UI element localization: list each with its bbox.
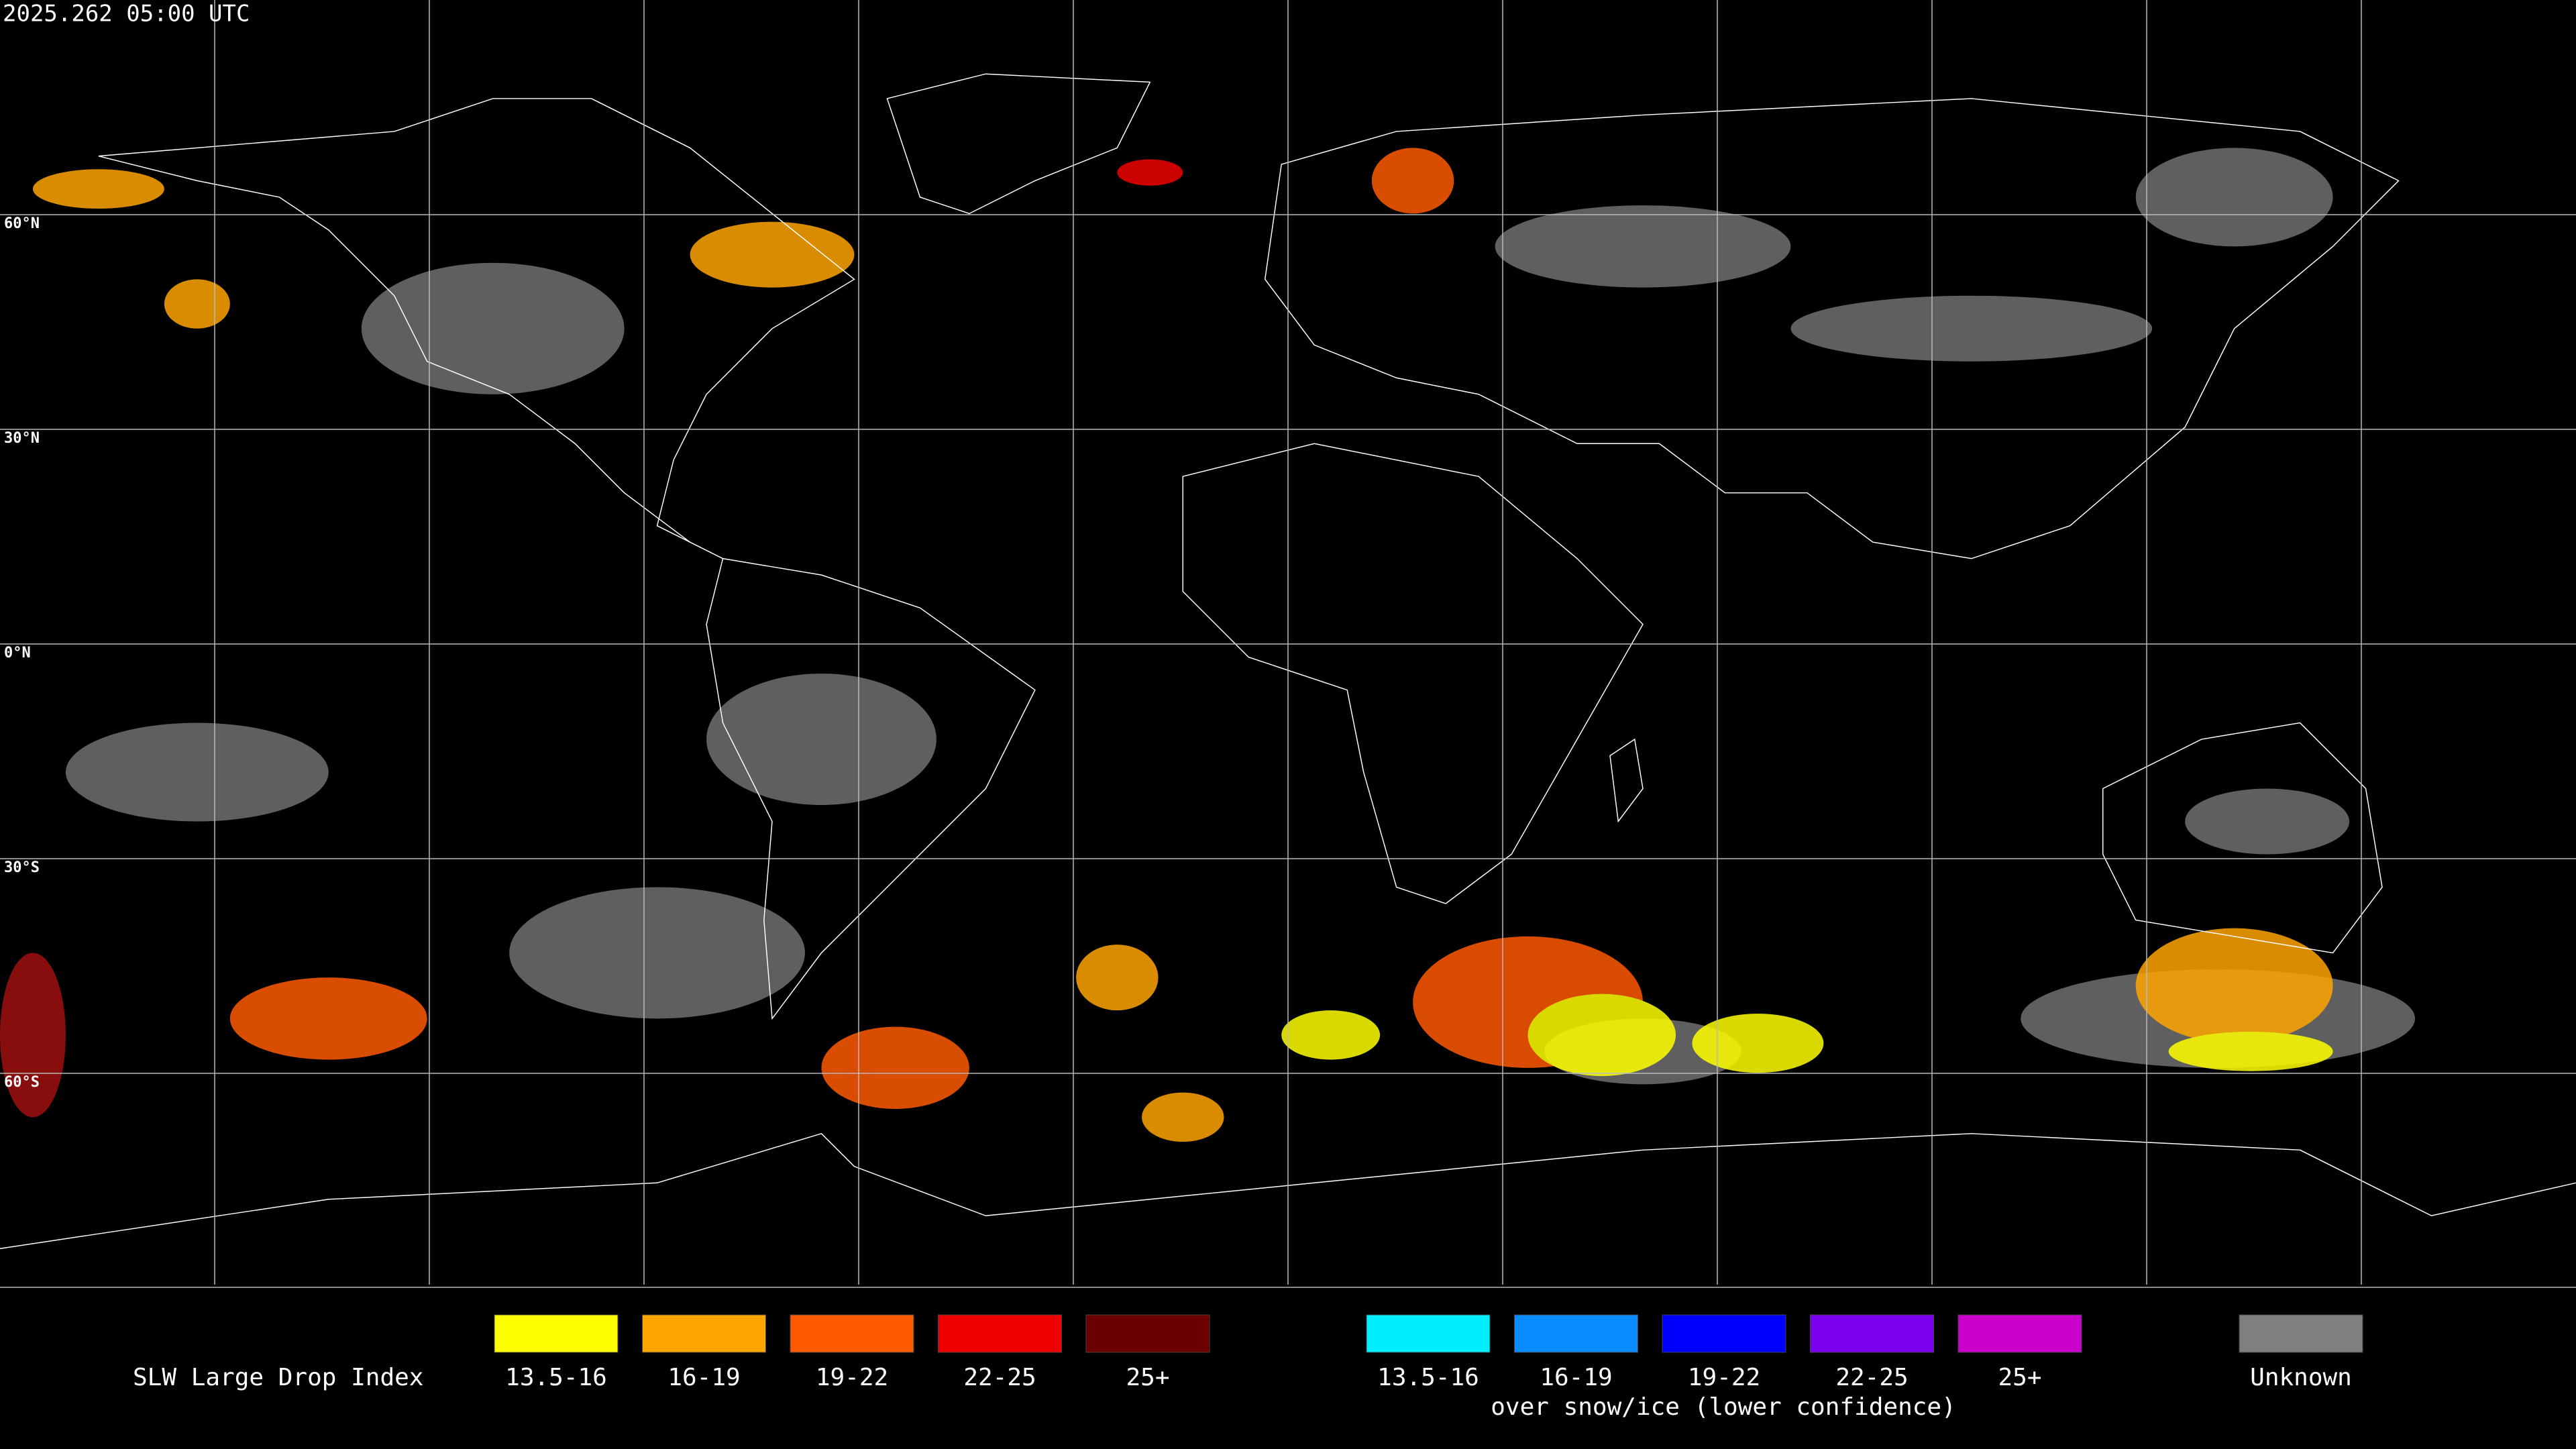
legend-label: Unknown — [2250, 1364, 2352, 1391]
latitude-label: 30°N — [4, 430, 40, 447]
latitude-label: 60°S — [4, 1074, 40, 1091]
timestamp: 2025.262 05:00 UTC — [3, 1, 250, 28]
cloud-patches — [0, 148, 2416, 1142]
legend-label: 22-25 — [963, 1364, 1036, 1391]
legend-swatch — [642, 1314, 766, 1353]
legend-label: 25+ — [1126, 1364, 1169, 1391]
legend-label: 25+ — [1998, 1364, 2041, 1391]
legend-swatch — [1514, 1314, 1638, 1353]
legend-label: 13.5-16 — [505, 1364, 607, 1391]
legend-swatch — [494, 1314, 619, 1353]
legend-label: 13.5-16 — [1377, 1364, 1479, 1391]
legend-swatch — [1810, 1314, 1934, 1353]
legend-swatch — [1662, 1314, 1786, 1353]
legend-swatch — [790, 1314, 914, 1353]
latitude-label: 0°N — [4, 645, 31, 661]
legend-swatch — [1366, 1314, 1491, 1353]
graticule — [0, 0, 2576, 1285]
legend-swatch — [2239, 1314, 2363, 1353]
legend-note: over snow/ice (lower confidence) — [1491, 1393, 1956, 1421]
legend-label: 19-22 — [1688, 1364, 1760, 1391]
map — [0, 0, 2576, 1285]
legend-label: 19-22 — [816, 1364, 888, 1391]
legend-label: 22-25 — [1835, 1364, 1908, 1391]
legend-swatch — [938, 1314, 1062, 1353]
legend-title: SLW Large Drop Index — [133, 1364, 423, 1391]
legend-swatch — [1957, 1314, 2082, 1353]
latitude-label: 30°S — [4, 859, 40, 876]
legend-label: 16-19 — [1540, 1364, 1612, 1391]
latitude-label: 60°N — [4, 215, 40, 232]
legend-swatch — [1085, 1314, 1210, 1353]
legend-label: 16-19 — [667, 1364, 740, 1391]
coastlines — [0, 73, 2576, 1249]
